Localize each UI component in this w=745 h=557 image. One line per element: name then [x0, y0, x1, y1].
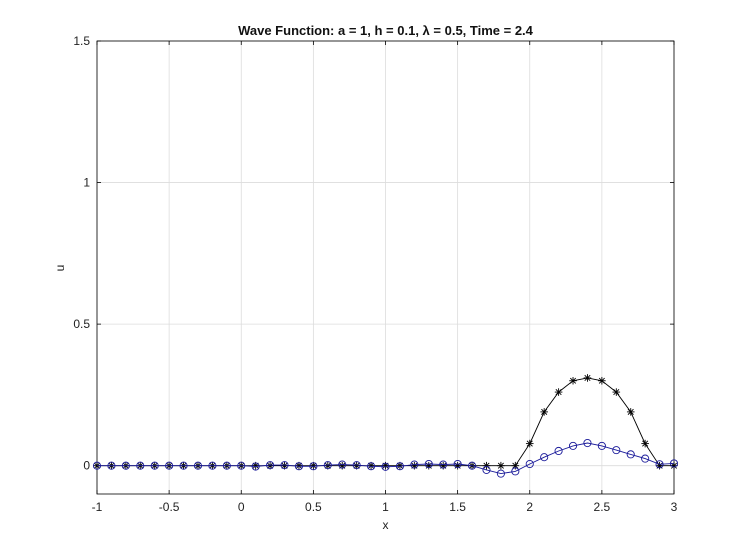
y-tick-label: 0.5: [73, 317, 90, 331]
star-marker: [323, 461, 332, 470]
circle-marker: [568, 441, 578, 450]
x-axis-label: x: [383, 518, 389, 532]
series-layer: [92, 374, 679, 478]
x-tick-label: 3: [671, 500, 678, 514]
series-2: [92, 438, 679, 478]
y-axis-label: u: [53, 265, 67, 272]
star-marker: [482, 461, 491, 470]
star-marker: [497, 461, 505, 470]
x-tick-label: -1: [92, 500, 103, 514]
star-marker: [511, 461, 520, 470]
circle-marker: [410, 460, 419, 469]
x-tick-label: 1: [382, 500, 389, 514]
circle-marker: [338, 460, 347, 469]
circle-marker: [669, 459, 679, 468]
circle-marker: [395, 462, 404, 471]
circle-marker: [309, 462, 318, 471]
circle-marker: [208, 461, 217, 470]
circle-marker: [107, 461, 116, 470]
circle-marker: [597, 441, 606, 450]
circle-marker: [237, 461, 246, 470]
star-marker: [554, 388, 563, 396]
circle-marker: [424, 459, 433, 469]
circle-marker: [179, 461, 188, 470]
axis-ticks: -1 -0.5 0 0.5 1 1.5 2 2.5 3 0 0.5 1 1.5: [73, 34, 677, 514]
circle-marker: [352, 461, 361, 470]
star-marker: [266, 461, 274, 470]
x-tick-label: 1.5: [449, 500, 466, 514]
star-marker: [295, 461, 303, 470]
y-tick-label: 1.5: [73, 34, 90, 48]
star-marker: [612, 388, 621, 396]
star-marker: [569, 376, 577, 385]
star-marker: [540, 408, 548, 416]
circle-marker: [266, 461, 275, 470]
circle-marker: [482, 465, 491, 474]
circle-marker: [641, 454, 650, 463]
x-tick-label: 0.5: [305, 500, 322, 514]
y-tick-label: 1: [83, 176, 90, 190]
circle-marker: [626, 450, 635, 459]
circle-marker: [554, 446, 563, 456]
series-2-line: [97, 442, 675, 475]
x-tick-label: 2.5: [594, 500, 611, 514]
circle-marker: [655, 460, 664, 469]
circle-marker: [612, 446, 621, 455]
circle-marker: [165, 461, 174, 470]
circle-marker: [280, 461, 289, 470]
circle-marker: [367, 462, 376, 471]
star-marker: [525, 439, 534, 448]
circle-marker: [453, 459, 462, 469]
y-tick-label: 0: [83, 459, 90, 473]
circle-marker: [583, 438, 592, 448]
circle-marker: [136, 461, 145, 470]
circle-marker: [439, 460, 448, 469]
circle-marker: [381, 462, 390, 471]
x-tick-label: -0.5: [159, 500, 180, 514]
circle-marker: [323, 461, 332, 470]
circle-marker: [540, 453, 549, 462]
circle-marker: [92, 461, 102, 470]
circle-marker: [222, 461, 231, 470]
circle-marker: [121, 461, 130, 470]
chart-title: Wave Function: a = 1, h = 0.1, λ = 0.5, …: [238, 23, 534, 38]
circle-marker: [525, 459, 534, 469]
circle-marker: [150, 461, 159, 470]
x-tick-label: 2: [526, 500, 533, 514]
star-marker: [626, 408, 635, 416]
circle-marker: [467, 461, 477, 470]
x-tick-label: 0: [238, 500, 245, 514]
circle-marker: [251, 462, 260, 471]
star-marker: [583, 374, 592, 382]
circle-marker: [511, 467, 520, 476]
star-marker: [641, 439, 649, 448]
circle-marker: [193, 461, 203, 470]
circle-marker: [496, 469, 505, 478]
star-marker: [598, 376, 606, 385]
circle-marker: [294, 462, 304, 471]
